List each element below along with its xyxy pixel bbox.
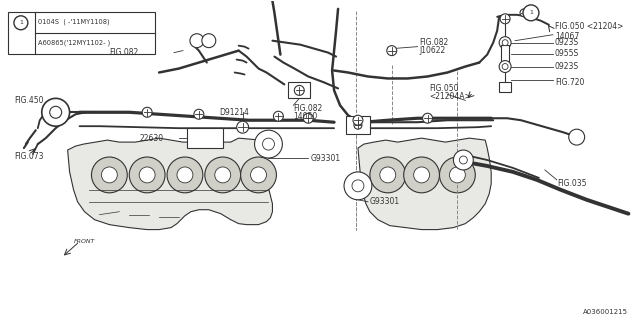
- Text: <21204A>: <21204A>: [429, 92, 471, 101]
- Text: FIG.720: FIG.720: [555, 78, 584, 87]
- Circle shape: [215, 167, 230, 183]
- Bar: [289, 83, 310, 98]
- Circle shape: [500, 14, 510, 24]
- Circle shape: [237, 121, 248, 133]
- Circle shape: [353, 115, 363, 125]
- Circle shape: [205, 157, 241, 193]
- Circle shape: [202, 34, 216, 48]
- Circle shape: [344, 172, 372, 200]
- Text: FRONT: FRONT: [74, 238, 95, 244]
- Circle shape: [449, 167, 465, 183]
- Circle shape: [352, 180, 364, 192]
- Text: G93301: G93301: [310, 154, 340, 163]
- Text: FIG.082: FIG.082: [109, 48, 139, 57]
- Circle shape: [460, 156, 467, 164]
- Circle shape: [142, 107, 152, 117]
- Text: FIG.450: FIG.450: [14, 96, 44, 105]
- Text: 14050: 14050: [293, 112, 317, 121]
- Circle shape: [294, 85, 304, 95]
- Circle shape: [255, 130, 282, 158]
- Text: 1: 1: [529, 10, 533, 15]
- Circle shape: [520, 9, 528, 17]
- Circle shape: [129, 157, 165, 193]
- Circle shape: [569, 129, 585, 145]
- Circle shape: [273, 111, 284, 121]
- Circle shape: [440, 157, 476, 193]
- Bar: [499, 83, 511, 92]
- Circle shape: [499, 60, 511, 73]
- Circle shape: [251, 167, 266, 183]
- Text: G93301: G93301: [370, 197, 400, 206]
- Text: 22630: 22630: [140, 134, 163, 143]
- Circle shape: [190, 34, 204, 48]
- Circle shape: [92, 157, 127, 193]
- Circle shape: [370, 157, 406, 193]
- Circle shape: [502, 64, 508, 69]
- Bar: [8, 12, 155, 54]
- Text: 0923S: 0923S: [555, 62, 579, 71]
- Text: FIG.082: FIG.082: [420, 38, 449, 47]
- Circle shape: [262, 138, 275, 150]
- Circle shape: [140, 167, 155, 183]
- Text: A036001215: A036001215: [584, 309, 628, 315]
- Circle shape: [413, 167, 429, 183]
- Text: FIG.035: FIG.035: [557, 180, 586, 188]
- Text: 0923S: 0923S: [555, 38, 579, 47]
- Circle shape: [380, 167, 396, 183]
- Circle shape: [422, 113, 433, 123]
- Text: 0955S: 0955S: [555, 49, 579, 58]
- Circle shape: [42, 98, 70, 126]
- Text: 0104S  ( -'11MY1108): 0104S ( -'11MY1108): [38, 19, 109, 25]
- Bar: [501, 45, 509, 62]
- Circle shape: [14, 16, 28, 30]
- Text: FIG.050: FIG.050: [429, 84, 459, 93]
- Text: FIG.073: FIG.073: [14, 152, 44, 161]
- Text: A60865('12MY1102- ): A60865('12MY1102- ): [38, 39, 110, 46]
- Text: J10622: J10622: [420, 46, 446, 55]
- Circle shape: [241, 157, 276, 193]
- Circle shape: [387, 46, 397, 56]
- Text: FIG.082: FIG.082: [293, 104, 323, 113]
- Circle shape: [502, 40, 508, 46]
- Bar: [346, 116, 370, 134]
- Circle shape: [101, 167, 117, 183]
- Circle shape: [303, 113, 313, 123]
- Circle shape: [167, 157, 203, 193]
- Circle shape: [177, 167, 193, 183]
- Bar: [187, 128, 223, 148]
- Circle shape: [50, 106, 61, 118]
- Text: D91214: D91214: [219, 108, 248, 117]
- Text: 14067: 14067: [555, 32, 579, 41]
- Circle shape: [523, 5, 539, 21]
- Circle shape: [354, 121, 362, 129]
- Circle shape: [404, 157, 440, 193]
- Polygon shape: [358, 138, 491, 230]
- Circle shape: [453, 150, 474, 170]
- Circle shape: [194, 109, 204, 119]
- Text: FIG.050 <21204>: FIG.050 <21204>: [555, 22, 623, 31]
- Circle shape: [499, 37, 511, 49]
- Text: 1: 1: [19, 20, 23, 25]
- Polygon shape: [68, 138, 273, 230]
